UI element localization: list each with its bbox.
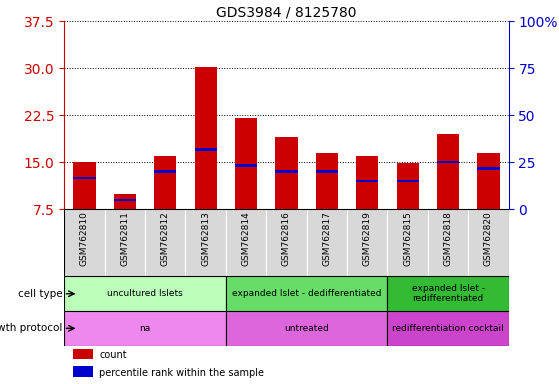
Bar <box>186 209 226 276</box>
Bar <box>64 311 226 346</box>
Bar <box>468 209 509 276</box>
Bar <box>73 366 93 377</box>
Bar <box>64 276 226 311</box>
Bar <box>64 209 105 276</box>
Text: GSM762815: GSM762815 <box>403 211 412 266</box>
Bar <box>114 199 136 201</box>
Bar <box>307 209 347 276</box>
Bar <box>396 164 419 209</box>
Bar <box>73 177 96 179</box>
Bar <box>356 180 378 182</box>
Bar <box>154 156 177 209</box>
Bar <box>235 118 257 209</box>
Text: untreated: untreated <box>285 324 329 333</box>
Text: GSM762817: GSM762817 <box>323 211 331 266</box>
Bar <box>195 149 217 151</box>
Text: count: count <box>100 350 127 360</box>
Text: GSM762812: GSM762812 <box>161 211 170 266</box>
Bar <box>105 209 145 276</box>
Bar <box>226 276 387 311</box>
Text: GSM762813: GSM762813 <box>201 211 210 266</box>
Text: expanded Islet -
redifferentiated: expanded Islet - redifferentiated <box>411 284 485 303</box>
Text: cell type: cell type <box>18 289 62 299</box>
Bar <box>114 194 136 209</box>
Bar <box>347 209 387 276</box>
Text: GSM762820: GSM762820 <box>484 211 493 266</box>
Bar <box>226 209 266 276</box>
Text: GSM762818: GSM762818 <box>444 211 453 266</box>
Bar <box>316 170 338 173</box>
Bar <box>73 349 93 359</box>
Bar <box>266 209 307 276</box>
Bar <box>235 164 257 167</box>
Bar <box>73 162 96 209</box>
Bar <box>276 137 297 209</box>
Text: GSM762819: GSM762819 <box>363 211 372 266</box>
Bar <box>477 153 500 209</box>
Text: growth protocol: growth protocol <box>0 323 62 333</box>
Text: na: na <box>139 324 151 333</box>
Bar <box>195 67 217 209</box>
Text: redifferentiation cocktail: redifferentiation cocktail <box>392 324 504 333</box>
Bar <box>356 156 378 209</box>
Bar <box>226 311 387 346</box>
Bar <box>145 209 186 276</box>
Bar <box>428 209 468 276</box>
Bar <box>437 161 459 164</box>
Bar <box>276 170 297 173</box>
Bar <box>387 209 428 276</box>
Text: percentile rank within the sample: percentile rank within the sample <box>100 367 264 377</box>
Bar <box>477 167 500 170</box>
Bar <box>316 153 338 209</box>
Bar <box>396 180 419 182</box>
Text: GSM762810: GSM762810 <box>80 211 89 266</box>
Text: GSM762816: GSM762816 <box>282 211 291 266</box>
Text: uncultured Islets: uncultured Islets <box>107 289 183 298</box>
Bar <box>437 134 459 209</box>
Bar <box>387 276 509 311</box>
Title: GDS3984 / 8125780: GDS3984 / 8125780 <box>216 6 357 20</box>
Bar <box>154 170 177 173</box>
Text: GSM762811: GSM762811 <box>120 211 129 266</box>
Bar <box>387 311 509 346</box>
Text: expanded Islet - dedifferentiated: expanded Islet - dedifferentiated <box>232 289 381 298</box>
Text: GSM762814: GSM762814 <box>241 211 250 266</box>
